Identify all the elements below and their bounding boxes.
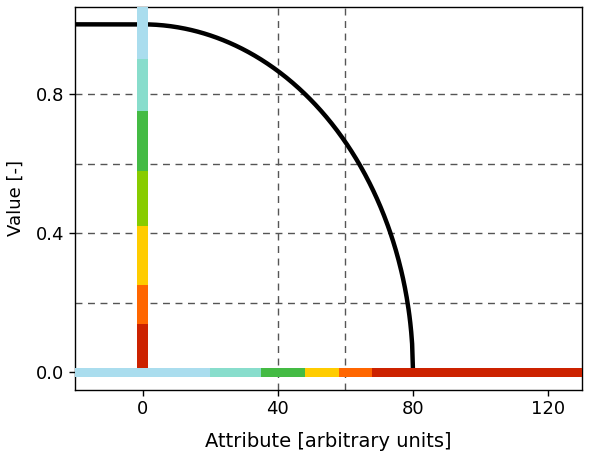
X-axis label: Attribute [arbitrary units]: Attribute [arbitrary units] <box>205 432 452 451</box>
Y-axis label: Value [-]: Value [-] <box>7 160 25 236</box>
